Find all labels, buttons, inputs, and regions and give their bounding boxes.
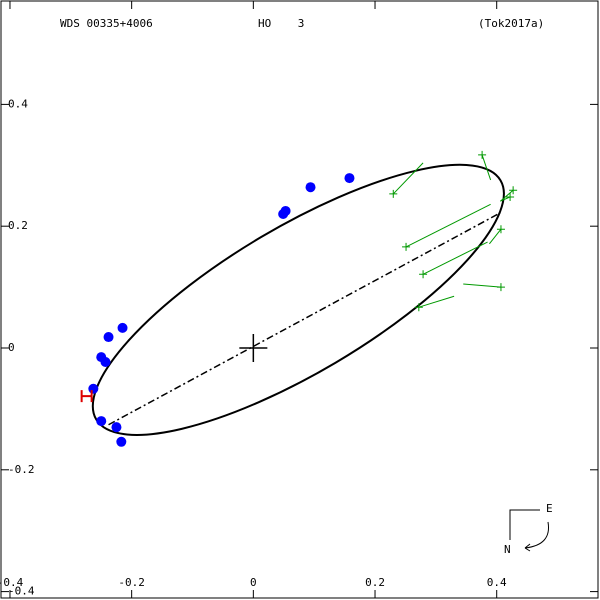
x-tick-label: 0.2 bbox=[365, 576, 385, 589]
compass-east: E bbox=[546, 502, 553, 515]
residual bbox=[422, 241, 488, 275]
visual-point bbox=[389, 189, 398, 198]
visual-point bbox=[414, 303, 423, 312]
residual bbox=[500, 196, 511, 202]
chart-subtitle: HO 3 bbox=[258, 17, 304, 30]
compass-lines bbox=[509, 509, 540, 540]
residual bbox=[489, 228, 502, 245]
measure-point bbox=[111, 422, 122, 433]
residual bbox=[481, 154, 492, 181]
visual-point bbox=[478, 150, 487, 159]
residual bbox=[463, 283, 501, 288]
measure-point bbox=[344, 173, 355, 184]
x-tick-label: 0.4 bbox=[487, 576, 507, 589]
residual bbox=[500, 189, 514, 202]
y-tick-label: -0.2 bbox=[8, 463, 35, 476]
residual bbox=[392, 162, 424, 195]
residual bbox=[405, 203, 491, 248]
residual bbox=[418, 295, 455, 308]
primary-star bbox=[239, 333, 268, 362]
measure-point bbox=[103, 332, 114, 343]
visual-point bbox=[509, 186, 518, 195]
measure-point bbox=[305, 182, 316, 193]
x-tick-label: -0.4 bbox=[0, 576, 24, 589]
measure-point bbox=[278, 209, 289, 220]
visual-point bbox=[506, 192, 515, 201]
visual-point bbox=[419, 270, 428, 279]
y-tick-label: 0.4 bbox=[8, 97, 28, 110]
compass-north: N bbox=[504, 543, 511, 556]
x-tick-label: 0 bbox=[250, 576, 257, 589]
measure-point bbox=[88, 383, 99, 394]
y-tick-label: 0 bbox=[8, 341, 15, 354]
measure-point bbox=[116, 436, 127, 447]
measure-point bbox=[96, 416, 107, 427]
measure-point bbox=[100, 357, 111, 368]
line-of-apsides bbox=[108, 212, 501, 426]
epoch-marker bbox=[80, 390, 93, 403]
orbit bbox=[91, 163, 505, 436]
reference: (Tok2017a) bbox=[478, 17, 544, 30]
visual-point bbox=[496, 225, 505, 234]
visual-point bbox=[402, 242, 411, 251]
y-tick-label: -0.4 bbox=[8, 585, 35, 598]
x-tick-label: -0.2 bbox=[118, 576, 145, 589]
compass-arrow bbox=[524, 521, 550, 552]
visual-point bbox=[496, 283, 505, 292]
measure-point bbox=[117, 322, 128, 333]
chart-title: WDS 00335+4006 bbox=[60, 17, 153, 30]
y-tick-label: 0.2 bbox=[8, 219, 28, 232]
